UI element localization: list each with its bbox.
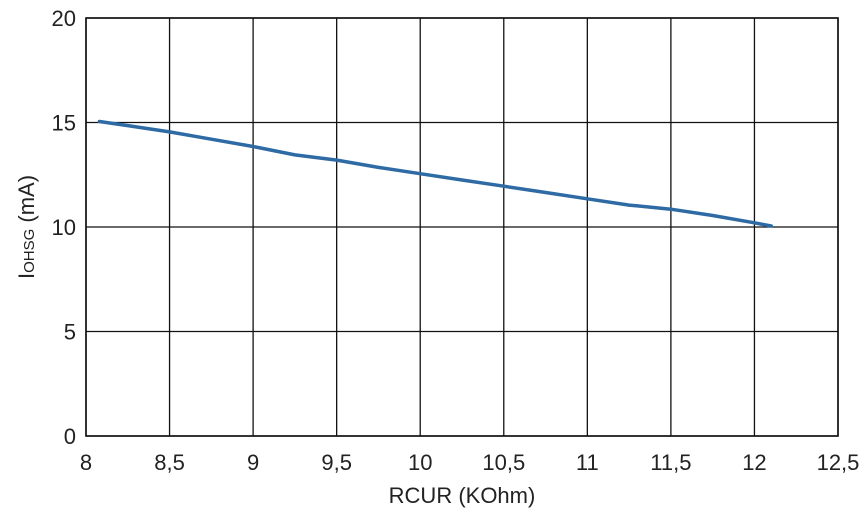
plot-frame: [85, 17, 839, 437]
y-axis-title-unit: (mA): [14, 175, 39, 229]
x-tick-label: 9,5: [321, 450, 352, 475]
series-layer: [97, 119, 773, 228]
x-tick-label: 12: [742, 450, 766, 475]
y-tick-label: 20: [52, 6, 76, 31]
y-tick-label: 10: [52, 215, 76, 240]
grid: [85, 17, 839, 437]
y-axis-title-subscript: OHSG: [21, 229, 38, 273]
y-tick-label: 0: [64, 424, 76, 449]
x-axis-title: RCUR (KOhm): [389, 483, 536, 508]
x-tick-label: 10,5: [482, 450, 525, 475]
x-tick-label: 10: [408, 450, 432, 475]
y-tick-label: 5: [64, 320, 76, 345]
x-tick-label: 11: [576, 450, 599, 475]
x-tick-label: 8: [80, 450, 92, 475]
series-line-0: [97, 119, 773, 228]
x-tick-label: 8,5: [154, 450, 185, 475]
y-axis-title: IOHSG (mA): [14, 175, 39, 279]
y-axis-ticks: 0 5 10 15 20: [52, 6, 76, 449]
y-axis-title-main: I: [14, 273, 39, 279]
y-tick-label: 15: [52, 111, 76, 136]
x-tick-label: 9: [247, 450, 259, 475]
x-tick-label: 11,5: [650, 450, 691, 475]
x-axis-ticks: 8 8,5 9 9,5 10 10,5 11 11,5 12 12,5: [80, 450, 860, 475]
x-tick-label: 12,5: [817, 450, 860, 475]
